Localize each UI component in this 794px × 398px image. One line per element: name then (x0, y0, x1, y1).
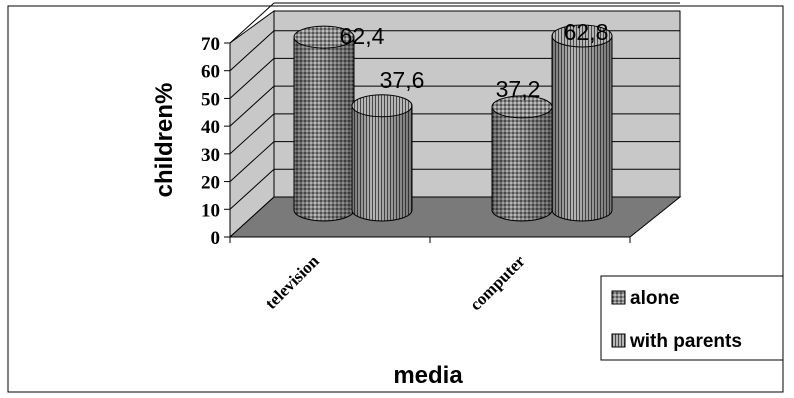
y-axis-title: children% (151, 83, 178, 198)
bar-shading (552, 35, 612, 221)
legend-swatch-with-parents (611, 333, 626, 348)
x-axis-title: media (393, 362, 463, 389)
bar-top (293, 25, 355, 49)
data-label: 62,8 (564, 19, 609, 45)
bars (293, 24, 613, 222)
data-label: 62,4 (340, 23, 385, 49)
bar-television-with-parents (351, 94, 413, 222)
y-tick-label: 70 (201, 34, 220, 55)
legend-swatch-alone (611, 290, 626, 305)
gridline-side (229, 168, 275, 210)
y-tick-label: 50 (201, 89, 220, 110)
y-tick-label: 10 (201, 200, 220, 221)
legend-label-with-parents: with parents (629, 331, 742, 352)
legend: alone with parents (600, 275, 784, 361)
gridline-side (229, 85, 275, 127)
bar-computer-with-parents (551, 24, 613, 222)
y-tick-label: 30 (201, 145, 220, 166)
gridline-side (229, 58, 275, 99)
bar-shading (294, 37, 354, 221)
gridline-side (229, 2, 275, 44)
gridline-side (229, 113, 275, 155)
y-axis-ticks: 0 10 20 30 40 50 60 70 (201, 34, 230, 249)
gridline-side (229, 30, 275, 72)
y-tick-label: 20 (201, 173, 220, 194)
bar-top (351, 94, 413, 118)
data-labels: 62,4 37,6 37,2 62,8 (340, 19, 609, 102)
bar-shading (492, 106, 552, 221)
y-tick-label: 60 (201, 62, 220, 83)
legend-label-alone: alone (630, 288, 680, 309)
data-label: 37,6 (380, 67, 425, 93)
gridline-side (229, 141, 275, 182)
y-tick-label: 0 (211, 228, 221, 249)
bar-shading (352, 105, 412, 221)
data-label: 37,2 (496, 76, 541, 102)
bar-computer-alone (491, 95, 553, 222)
y-tick-label: 40 (201, 117, 220, 138)
bar-television-alone (293, 25, 355, 222)
legend-box (600, 275, 784, 361)
bar-top (551, 24, 613, 48)
